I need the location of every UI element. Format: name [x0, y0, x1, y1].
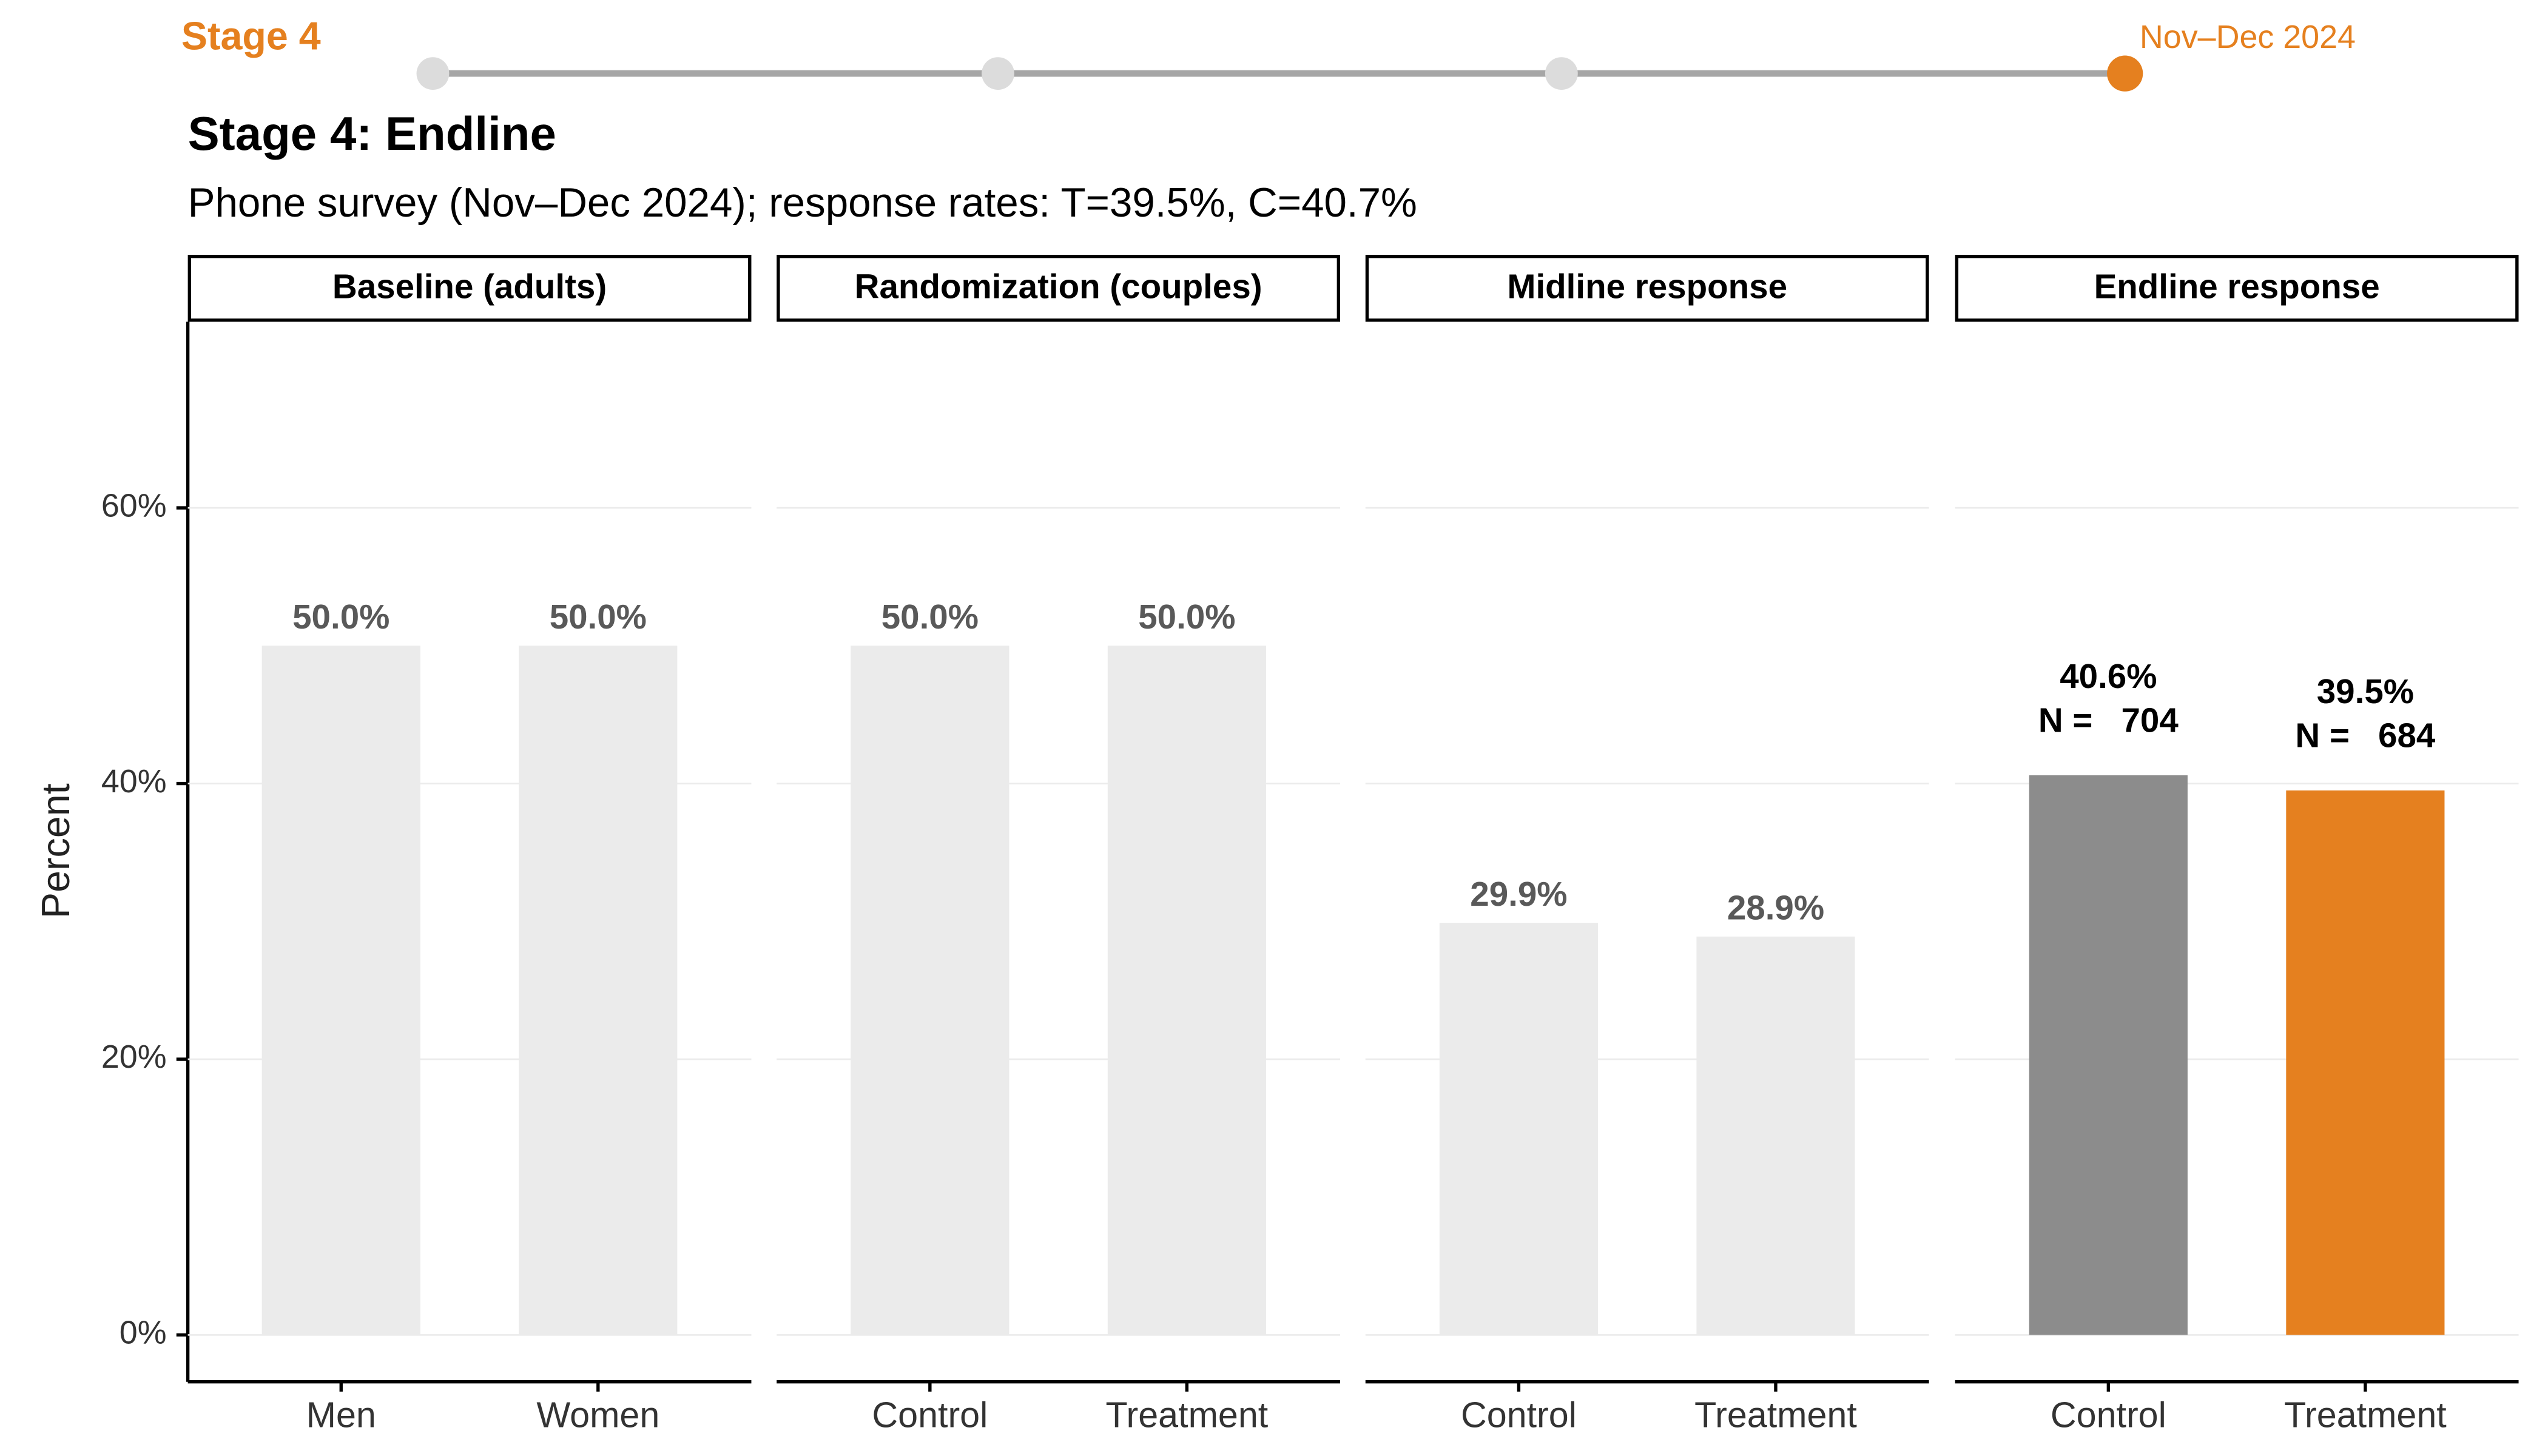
bar: [1696, 936, 1855, 1335]
value-label: 28.9%: [1727, 889, 1824, 927]
value-label: 50.0%: [881, 598, 979, 636]
strip: [1955, 254, 2519, 322]
bar: [519, 645, 678, 1335]
timeline-step: [1545, 57, 1578, 90]
chart-subtitle: Phone survey (Nov–Dec 2024); response ra…: [188, 180, 1417, 226]
value-label: 29.9%: [1470, 875, 1567, 913]
n-label: N = 704: [2038, 701, 2179, 740]
strip-label: Baseline (adults): [332, 267, 607, 305]
value-label: 50.0%: [292, 598, 389, 636]
bar: [2029, 775, 2188, 1335]
strip-label: Midline response: [1507, 267, 1787, 305]
y-tick-label: 20%: [101, 1039, 167, 1075]
date-label: Nov–Dec 2024: [2140, 19, 2356, 55]
bar: [1107, 645, 1266, 1335]
strip-label: Endline response: [2094, 267, 2380, 305]
value-label: 39.5%: [2317, 672, 2414, 710]
strip-label: Randomization (couples): [855, 267, 1262, 305]
y-axis-title: Percent: [34, 783, 78, 918]
chart-title: Stage 4: Endline: [188, 107, 556, 160]
value-label: 50.0%: [1138, 598, 1235, 636]
bar: [2286, 790, 2445, 1335]
value-label: 40.6%: [2060, 657, 2157, 695]
value-label: 50.0%: [550, 598, 647, 636]
x-tick-label: Men: [306, 1395, 376, 1435]
bar: [261, 645, 420, 1335]
y-tick-label: 0%: [120, 1315, 167, 1351]
x-tick-label: Control: [872, 1395, 988, 1435]
timeline-step-current: [2107, 55, 2143, 92]
x-tick-label: Control: [2051, 1395, 2166, 1435]
bar: [1439, 923, 1598, 1335]
strip: [1365, 254, 1929, 322]
x-tick-label: Control: [1461, 1395, 1577, 1435]
n-label: N = 684: [2295, 716, 2435, 755]
y-tick-label: 40%: [101, 763, 167, 800]
strip: [187, 254, 752, 322]
bar: [851, 645, 1009, 1335]
x-tick-label: Treatment: [2284, 1395, 2447, 1435]
strip: [777, 254, 1341, 322]
timeline-step: [416, 57, 450, 90]
y-tick-label: 60%: [101, 487, 167, 524]
stage-label: Stage 4: [181, 15, 321, 58]
x-tick-label: Women: [536, 1395, 659, 1435]
timeline-step: [982, 57, 1014, 90]
x-tick-label: Treatment: [1694, 1395, 1857, 1435]
x-tick-label: Treatment: [1106, 1395, 1269, 1435]
